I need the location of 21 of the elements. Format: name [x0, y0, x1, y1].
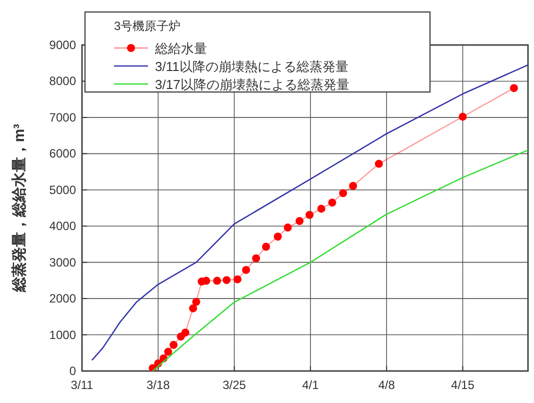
y-tick-label: 5000: [49, 182, 76, 197]
x-tick-label: 3/18: [146, 378, 170, 392]
y-axis-title: 総蒸発量，総給水量，m³: [11, 124, 28, 294]
y-tick-label: 6000: [49, 146, 76, 161]
x-tick-label: 3/25: [222, 378, 246, 392]
y-tick-label: 1000: [49, 328, 76, 342]
x-tick-label: 3/11: [70, 378, 94, 392]
y-tick-label: 9000: [49, 38, 76, 52]
x-tick-label: 4/1: [302, 378, 320, 392]
legend-label: 総給水量: [154, 41, 207, 56]
y-tick-label: 2000: [49, 292, 76, 306]
y-tick-label: 8000: [49, 74, 76, 88]
legend-title: 3号機原子炉: [114, 19, 181, 33]
legend-label: 3/17以降の崩壊熱による総蒸発量: [155, 77, 350, 92]
y-tick-label: 7000: [49, 110, 76, 124]
legend-label: 3/11以降の崩壊熱による総蒸発量: [155, 59, 348, 74]
y-tick-label: 4000: [49, 219, 76, 234]
x-tick-label: 4/8: [378, 378, 396, 392]
x-tick-label: 4/15: [451, 378, 475, 392]
y-tick-label: 0: [69, 364, 76, 378]
y-tick-label: 3000: [49, 255, 76, 270]
